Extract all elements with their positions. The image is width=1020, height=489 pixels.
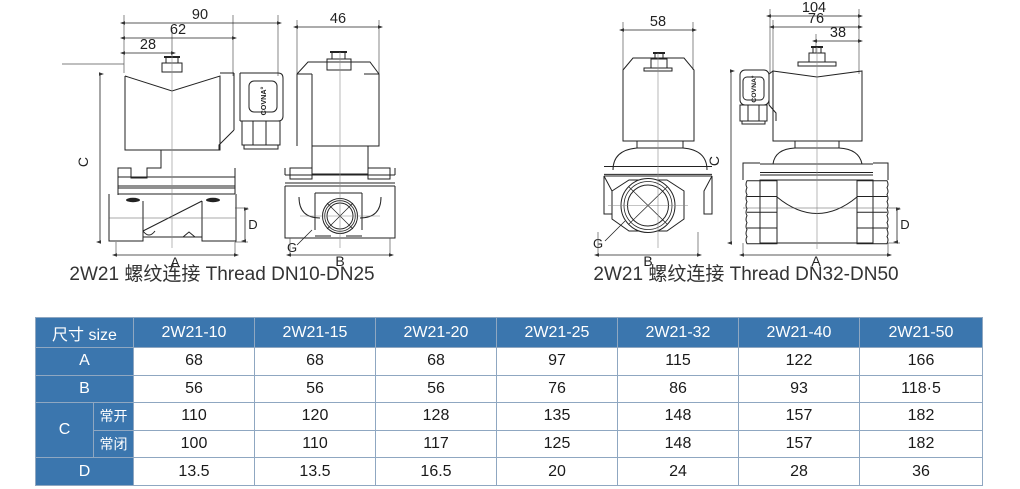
svg-text:2W21 螺纹连接 Thread DN32-DN50: 2W21 螺纹连接 Thread DN32-DN50	[593, 263, 898, 285]
svg-text:58: 58	[650, 14, 666, 30]
svg-text:28: 28	[140, 37, 156, 53]
svg-text:62: 62	[170, 22, 186, 38]
svg-text:2W21 螺纹连接 Thread DN10-DN25: 2W21 螺纹连接 Thread DN10-DN25	[69, 263, 374, 285]
svg-text:COVNA°: COVNA°	[750, 75, 758, 103]
svg-text:COVNA°: COVNA°	[259, 86, 268, 115]
svg-text:C: C	[75, 157, 91, 167]
svg-text:G: G	[287, 240, 297, 255]
svg-text:D: D	[248, 217, 257, 232]
svg-text:76: 76	[808, 11, 824, 27]
svg-text:A: A	[811, 253, 821, 269]
svg-text:38: 38	[830, 25, 846, 41]
svg-text:D: D	[900, 217, 909, 232]
svg-text:C: C	[706, 156, 722, 166]
svg-text:90: 90	[192, 7, 208, 23]
svg-text:46: 46	[330, 11, 346, 27]
